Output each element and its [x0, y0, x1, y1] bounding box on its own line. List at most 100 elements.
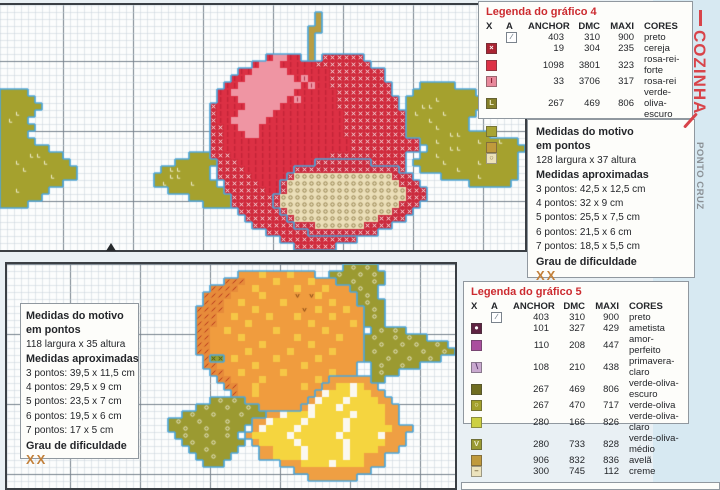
anchor-code: 33 — [553, 76, 564, 88]
dmc-code: 745 — [569, 466, 585, 478]
color-name: preto — [644, 32, 666, 43]
approx-title: Medidas aproximadas — [26, 353, 139, 366]
backstitch-symbol: ∕ — [491, 312, 502, 323]
legend-row: V 280 733 828 verde-oliva-médio — [471, 433, 681, 455]
color-name: preto — [629, 312, 651, 323]
color-swatch — [471, 455, 482, 467]
color-name: amor-perfeito — [629, 334, 661, 357]
legend5-rows: ∕ 403 310 900 preto ● 101 327 429 ametista 110 208 4… — [471, 312, 681, 478]
maxi-code: 900 — [618, 32, 634, 43]
measure-line: 4 pontos: 29,5 x 9 cm — [26, 382, 122, 394]
color-name: ametista — [629, 323, 665, 335]
swatch-cell: ∖ — [471, 356, 491, 378]
color-name: verde-oliva-médio — [629, 433, 679, 456]
difficulty-marks: XX — [26, 452, 48, 468]
backstitch-cell — [491, 433, 513, 455]
backstitch-cell — [491, 323, 513, 334]
color-name: verde-oliva-claro — [629, 411, 679, 434]
difficulty-label: Grau de dificuldade — [26, 439, 127, 452]
legend-row: ∕ 403 310 900 preto — [471, 312, 681, 323]
color-swatch — [471, 416, 482, 428]
legend-row: 110 208 447 amor-perfeito — [471, 334, 681, 356]
color-swatch: ● — [471, 323, 482, 335]
col-header-maxi: MAXI — [595, 300, 619, 312]
swatch-cell: V — [471, 433, 491, 455]
legend5-header-row: X A ANCHOR DMC MAXI CORES — [471, 300, 681, 312]
measures-lines: 3 pontos: 42,5 x 12,5 cm 4 pontos: 32 x 9… — [536, 183, 686, 255]
dmc-code: 310 — [569, 312, 585, 323]
backstitch-cell — [491, 334, 513, 356]
legend-row: 267 469 806 verde-oliva-escuro — [471, 378, 681, 400]
center-marker-arrow-icon — [106, 243, 116, 251]
legend5-title: Legenda do gráfico 5 — [471, 286, 582, 298]
dmc-code: 832 — [569, 455, 585, 467]
color-name: cereja — [644, 43, 670, 55]
col-header-dmc: DMC — [563, 300, 585, 312]
legend-grafico-4: Legenda do gráfico 4 X A ANCHOR DMC MAXI… — [478, 1, 693, 165]
col-header-anchor: ANCHOR — [528, 20, 570, 32]
difficulty-label: Grau de dificuldade — [536, 255, 637, 268]
anchor-code: 300 — [533, 466, 549, 478]
backstitch-cell — [491, 378, 513, 400]
measure-line: 7 pontos: 17 x 5 cm — [26, 425, 114, 437]
dmc-code: 166 — [569, 416, 585, 428]
measures-box-grafico-4: Medidas do motivo em pontos 128 largura … — [527, 119, 695, 283]
color-swatch: ○ — [486, 153, 497, 165]
swatch-cell — [471, 455, 491, 467]
dmc-code: 304 — [584, 43, 600, 55]
maxi-code: 317 — [618, 76, 634, 88]
anchor-code: 280 — [533, 438, 549, 450]
anchor-code: 110 — [533, 339, 549, 351]
backstitch-cell — [506, 76, 528, 87]
anchor-code: 280 — [533, 416, 549, 428]
legend-row: 1098 3801 323 rosa-rei-forte — [486, 54, 685, 76]
legend4-title: Legenda do gráfico 4 — [486, 6, 597, 18]
maxi-code: 112 — [603, 466, 619, 478]
maxi-code: 806 — [618, 98, 634, 110]
measures-title-2: em pontos — [26, 324, 81, 337]
legend4-header-row: X A ANCHOR DMC MAXI CORES — [486, 20, 685, 32]
dmc-code: 469 — [584, 98, 600, 110]
backstitch-cell: ∕ — [491, 312, 513, 323]
measures-lines: 3 pontos: 39,5 x 11,5 cm 4 pontos: 29,5 x… — [26, 367, 135, 439]
measure-line: 3 pontos: 42,5 x 12,5 cm — [536, 183, 646, 195]
measure-line: 4 pontos: 32 x 9 cm — [536, 198, 624, 210]
col-header-anchor: ANCHOR — [513, 300, 555, 312]
anchor-code: 19 — [553, 43, 564, 55]
measure-line: 5 pontos: 23,5 x 7 cm — [26, 396, 122, 408]
col-header-dmc: DMC — [578, 20, 600, 32]
measure-line: 6 pontos: 21,5 x 6 cm — [536, 226, 632, 238]
cross-stitch-chart-apple — [0, 5, 525, 250]
color-name: verde-oliva — [629, 400, 676, 412]
swatch-cell — [471, 312, 491, 323]
anchor-code: 101 — [533, 323, 549, 335]
color-name: avelã — [629, 455, 652, 467]
col-header-x: X — [471, 300, 478, 312]
measures-box-grafico-5: Medidas do motivo em pontos 118 largura … — [20, 303, 139, 467]
dmc-code: 310 — [584, 32, 600, 43]
maxi-code: 447 — [603, 339, 619, 351]
color-swatch: ○ — [471, 400, 482, 412]
dmc-code: 469 — [569, 383, 585, 395]
legend-row: ∕ 403 310 900 preto — [486, 32, 685, 43]
color-swatch: L — [486, 98, 497, 110]
backstitch-cell — [491, 466, 513, 477]
maxi-code: 717 — [603, 400, 619, 412]
legend-row: I 33 3706 317 rosa-rei — [486, 76, 685, 88]
anchor-code: 267 — [548, 98, 564, 110]
col-header-a: A — [506, 20, 513, 32]
color-name: rosa-rei-forte — [644, 54, 680, 77]
backstitch-cell — [491, 356, 513, 378]
color-name: verde-oliva-escuro — [644, 87, 673, 121]
dmc-code: 470 — [569, 400, 585, 412]
dmc-code: 327 — [569, 323, 585, 335]
maxi-code: 323 — [618, 59, 634, 71]
maxi-code: 826 — [603, 416, 619, 428]
swatch-cell: × — [486, 43, 506, 55]
maxi-code: 900 — [603, 312, 619, 323]
swatch-cell: ○ — [486, 153, 506, 165]
measure-line: 6 pontos: 19,5 x 6 cm — [26, 410, 122, 422]
legend-grafico-5: Legenda do gráfico 5 X A ANCHOR DMC MAXI… — [463, 281, 689, 478]
swatch-cell: – — [471, 466, 491, 478]
col-header-cores: CORES — [644, 20, 678, 32]
